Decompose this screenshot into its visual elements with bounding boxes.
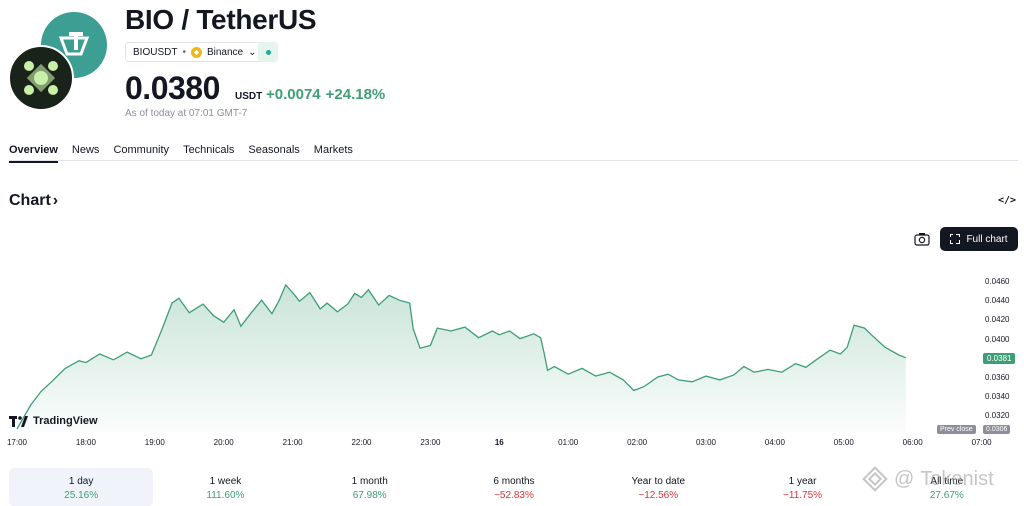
fullscreen-icon	[949, 233, 961, 244]
full-chart-label: Full chart	[966, 233, 1008, 245]
x-tick-label: 16	[494, 438, 504, 447]
period-1-week[interactable]: 1 week 111.60%	[153, 468, 297, 506]
status-dot-icon	[265, 49, 271, 55]
price-chart[interactable]	[0, 255, 1024, 435]
separator-dot: •	[182, 46, 186, 58]
tab-news[interactable]: News	[71, 144, 100, 156]
tabs-divider	[9, 160, 1018, 161]
prev-close-label: Prev close	[937, 425, 976, 434]
y-tick-label: 0.0360	[985, 373, 1010, 382]
market-status-badge[interactable]	[258, 42, 278, 62]
period-value: −52.83%	[494, 490, 534, 501]
chevron-down-icon: ⌄	[248, 46, 257, 58]
as-of-timestamp: As of today at 07:01 GMT-7	[125, 108, 248, 119]
chart-section-link[interactable]: Chart ›	[9, 192, 58, 210]
period-value: 27.67%	[929, 490, 964, 501]
tab-seasonals[interactable]: Seasonals	[248, 144, 300, 156]
x-tick-label: 21:00	[282, 438, 303, 447]
period-all-time[interactable]: All time 27.67%	[875, 468, 1019, 506]
period-value: −12.56%	[638, 490, 679, 501]
x-tick-label: 01:00	[558, 438, 579, 447]
tab-community[interactable]: Community	[113, 144, 170, 156]
y-tick-label: 0.0440	[985, 296, 1010, 306]
period-label: 1 week	[209, 476, 242, 487]
price-currency: USDT	[235, 91, 263, 102]
period-label: All time	[930, 476, 964, 487]
price-change: +0.0074 +24.18%	[266, 86, 385, 103]
binance-icon	[190, 46, 202, 58]
page-title: BIO / TetherUS	[125, 4, 317, 35]
prev-close-value: 0.0306	[983, 425, 1011, 434]
section-tabs: Overview News Community Technicals Seaso…	[9, 144, 367, 163]
camera-icon	[914, 233, 930, 246]
x-tick-label: 19:00	[144, 438, 165, 447]
period-6-months[interactable]: 6 months −52.83%	[442, 468, 586, 506]
period-1-month[interactable]: 1 month 67.98%	[298, 468, 442, 506]
x-tick-label: 03:00	[695, 438, 717, 447]
tab-markets[interactable]: Markets	[313, 144, 353, 156]
period-value: 111.60%	[206, 490, 245, 501]
symbol-label: BIOUSDT	[133, 46, 178, 58]
x-tick-label: 02:00	[627, 438, 648, 447]
performance-periods: 1 day 25.16% 1 week 111.60% 1 month 67.9…	[9, 468, 1019, 506]
y-tick-label: 0.0420	[985, 315, 1010, 325]
bio-logo-icon	[8, 45, 74, 111]
x-tick-label: 04:00	[764, 438, 785, 447]
x-tick-label: 23:00	[420, 438, 441, 447]
period-value: −11.75%	[783, 490, 823, 501]
last-price-badge: 0.0381	[983, 353, 1016, 364]
y-tick-label: 0.0400	[985, 334, 1010, 344]
x-tick-label: 06:00	[902, 438, 923, 447]
embed-code-icon[interactable]: </>	[998, 195, 1017, 206]
current-price: 0.0380	[125, 70, 220, 106]
tradingview-label: TradingView	[33, 415, 98, 427]
period-label: 1 month	[351, 476, 388, 487]
x-tick-label: 17:00	[6, 438, 28, 447]
exchange-label: Binance	[206, 46, 244, 58]
chevron-right-icon: ›	[52, 192, 59, 209]
y-tick-label: 0.0320	[985, 411, 1010, 421]
change-percent: +24.18%	[325, 86, 386, 103]
y-tick-label: 0.0460	[985, 277, 1010, 286]
x-tick-label: 07:00	[971, 438, 992, 447]
x-tick-label: 05:00	[833, 438, 854, 447]
coin-logos	[8, 12, 112, 112]
period-label: 1 day	[68, 476, 94, 487]
chart-section-title: Chart	[9, 192, 51, 209]
period-1-day[interactable]: 1 day 25.16%	[9, 468, 154, 506]
x-tick-label: 18:00	[75, 438, 96, 447]
period-value: 67.98%	[352, 490, 387, 501]
period-year-to-date[interactable]: Year to date −12.56%	[586, 468, 730, 506]
price-series-line	[16, 283, 907, 430]
y-tick-label: 0.0340	[985, 392, 1010, 402]
x-tick-label: 22:00	[351, 438, 372, 447]
tab-overview[interactable]: Overview	[9, 144, 58, 163]
period-label: Year to date	[631, 476, 686, 487]
x-tick-label: 20:00	[213, 438, 234, 447]
period-1-year[interactable]: 1 year −11.75%	[730, 468, 874, 506]
tradingview-icon	[9, 415, 28, 427]
period-value: 25.16%	[64, 490, 99, 501]
tradingview-logo[interactable]: TradingView	[9, 415, 98, 427]
snapshot-button[interactable]	[912, 230, 932, 248]
tab-technicals[interactable]: Technicals	[183, 144, 235, 156]
period-label: 6 months	[493, 476, 535, 487]
symbol-selector[interactable]: BIOUSDT • Binance ⌄	[125, 42, 265, 62]
full-chart-button[interactable]: Full chart	[940, 227, 1018, 251]
period-label: 1 year	[788, 476, 817, 487]
price-area-fill	[17, 284, 906, 432]
change-absolute: +0.0074	[266, 86, 321, 103]
